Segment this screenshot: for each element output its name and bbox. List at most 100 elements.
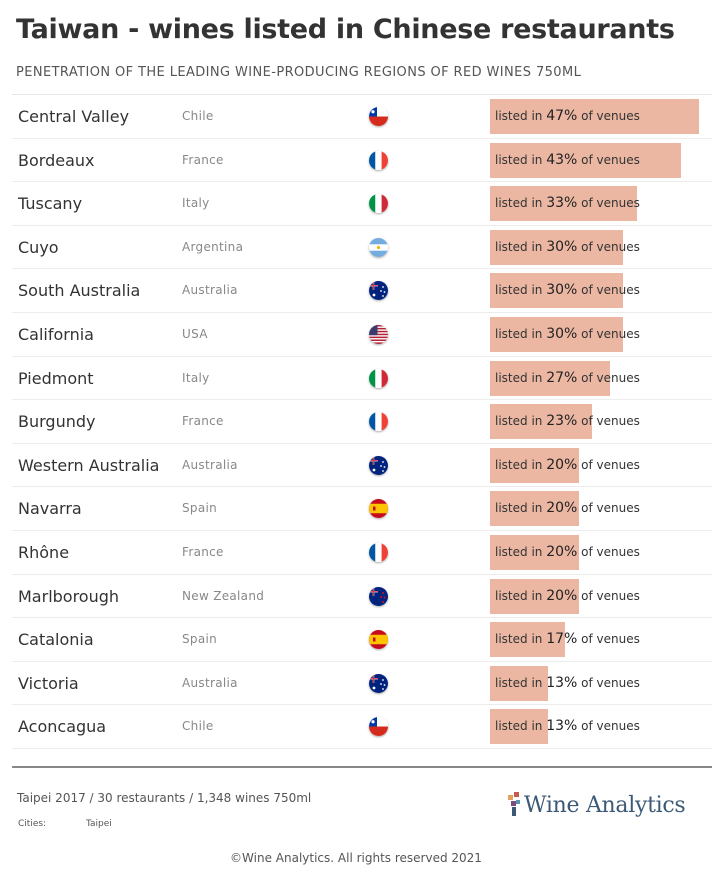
bar (490, 316, 624, 352)
country-name: Argentina (182, 239, 244, 254)
region-name: California (18, 324, 94, 344)
table-row: Central Valley Chile listed in 47% of venu… (12, 95, 712, 139)
country-name: Chile (182, 109, 214, 123)
region-name: Bordeaux (18, 150, 95, 170)
country-name: Chile (182, 719, 214, 734)
bar-label: listed in 20% of venues (495, 535, 640, 570)
region-name: Burgundy (18, 412, 96, 432)
bar (490, 142, 681, 178)
country-name: Italy (182, 370, 210, 385)
bar-value-label: 33% (546, 195, 578, 212)
country-name: France (182, 414, 224, 429)
france-flag-icon (369, 412, 388, 432)
country-name: Spain (182, 632, 218, 647)
footer-divider (12, 766, 712, 768)
wine-analytics-logo[interactable]: Wine Analytics (508, 792, 686, 818)
table-row: Western Australia Australia listed in 20% … (12, 444, 712, 488)
footer-info: Taipei 2017 / 30 restaurants / 1,348 win… (17, 791, 312, 805)
bar-value-label: 20% (546, 543, 578, 560)
bar-label: listed in 23% of venues (495, 404, 640, 439)
bar-area: listed in 13% of venues (490, 709, 712, 745)
bar-label-prefix: listed in (495, 414, 547, 429)
bar-area: listed in 30% of venues (490, 316, 712, 352)
country-name: USA (182, 326, 208, 341)
bar-value-label: 23% (546, 413, 578, 430)
bar (490, 360, 610, 396)
country-name: Australia (182, 675, 238, 690)
bar-label-suffix: of venues (577, 196, 640, 211)
table-row: Navarra Spain listed in 20% of venues (12, 487, 712, 531)
new-zealand-flag-icon (369, 586, 388, 606)
bar-label: listed in 43% of venues (495, 143, 640, 178)
bar-label: listed in 13% of venues (495, 666, 640, 701)
table-row: Marlborough New Zealand listed in 20% of v… (12, 575, 712, 619)
table-row: Piedmont Italy listed in 27% of venues (12, 357, 712, 401)
bar-label-prefix: listed in (495, 457, 547, 472)
table-row: Bordeaux France listed in 43% of venues (12, 139, 712, 183)
bar-area: listed in 20% of venues (490, 491, 712, 527)
bar (490, 447, 579, 483)
bar (490, 99, 699, 134)
bar-area: listed in 17% of venues (490, 622, 712, 658)
bar-area: listed in 20% of venues (490, 578, 712, 614)
page-subtitle: PENETRATION OF THE LEADING WINE-PRODUCIN… (16, 65, 582, 80)
table-row: Burgundy France listed in 23% of venues (12, 400, 712, 444)
bar-label-suffix: of venues (577, 109, 640, 123)
country-name: Australia (182, 283, 238, 298)
bar-area: listed in 30% of venues (490, 229, 712, 265)
bar-label-suffix: of venues (577, 239, 640, 254)
bar (490, 186, 637, 222)
region-name: Catalonia (18, 630, 94, 650)
bar-area: listed in 33% of venues (490, 186, 712, 222)
spain-flag-icon (369, 499, 388, 519)
bar (490, 404, 593, 440)
bar-label-prefix: listed in (495, 196, 547, 211)
bar-label-prefix: listed in (495, 283, 547, 298)
australia-flag-icon (369, 455, 388, 475)
bar-label-suffix: of venues (577, 152, 640, 167)
region-table: Central Valley Chile listed in 47% of venu… (12, 94, 712, 749)
italy-flag-icon (369, 368, 388, 388)
bar-label-suffix: of venues (577, 370, 640, 385)
bar-value-label: 20% (546, 587, 578, 604)
bar-label-prefix: listed in (495, 109, 547, 123)
country-name: Spain (182, 501, 218, 516)
bar-label-suffix: of venues (577, 544, 640, 559)
table-row: Cuyo Argentina listed in 30% of venues (12, 226, 712, 270)
cities-label: Cities: (18, 819, 47, 829)
bar (490, 273, 624, 309)
france-flag-icon (369, 150, 388, 170)
bar (490, 709, 548, 745)
bar-label: listed in 30% of venues (495, 273, 640, 308)
bar-label: listed in 17% of venues (495, 622, 640, 657)
cities-value: Taipei (86, 819, 112, 829)
region-name: Aconcagua (18, 717, 107, 737)
bar (490, 229, 624, 265)
chile-flag-icon (369, 717, 388, 737)
bar-label-prefix: listed in (495, 632, 547, 647)
table-row: California USA listed in 30% of venues (12, 313, 712, 357)
bar (490, 578, 579, 614)
bar-area: listed in 13% of venues (490, 665, 712, 701)
bar-label-prefix: listed in (495, 152, 547, 167)
bar-label-suffix: of venues (577, 283, 640, 298)
bar-value-label: 30% (546, 238, 578, 255)
bar-value-label: 47% (546, 108, 578, 124)
bar (490, 491, 579, 527)
bar-value-label: 20% (546, 456, 578, 473)
bar (490, 534, 579, 570)
region-name: Central Valley (18, 107, 130, 126)
bar-area: listed in 43% of venues (490, 142, 712, 178)
country-name: France (182, 544, 224, 559)
region-name: South Australia (18, 281, 141, 301)
bar-value-label: 30% (546, 325, 578, 342)
bar-label-suffix: of venues (577, 414, 640, 429)
table-row: Tuscany Italy listed in 33% of venues (12, 182, 712, 226)
table-row: Aconcagua Chile listed in 13% of venues (12, 705, 712, 749)
bar-label: listed in 20% of venues (495, 448, 640, 483)
bar (490, 665, 548, 701)
bar-area: listed in 20% of venues (490, 534, 712, 570)
bar-label-prefix: listed in (495, 588, 547, 603)
bar-label-suffix: of venues (577, 675, 640, 690)
copyright: ©Wine Analytics. All rights reserved 202… (230, 851, 482, 865)
